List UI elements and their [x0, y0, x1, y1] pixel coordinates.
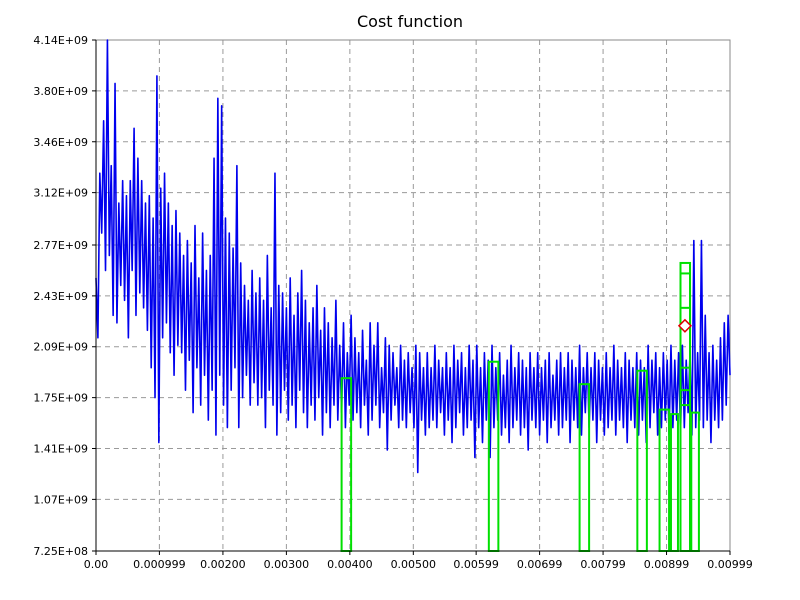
x-tick-labels: 0.00 0.000999 0.00200 0.00300 0.00400 0.00500… — [84, 558, 753, 571]
y-tick-label: 1.07E+09 — [33, 493, 88, 506]
y-tick-label: 1.41E+09 — [33, 443, 88, 456]
y-tick-label: 7.25E+08 — [33, 545, 88, 558]
y-tick-labels: 7.25E+08 1.07E+09 1.41E+09 1.75E+09 2.09E+09… — [33, 34, 88, 558]
x-tick-label: 0.00599 — [453, 558, 499, 571]
y-tick-label: 3.12E+09 — [33, 187, 88, 200]
y-tick-label: 1.75E+09 — [33, 392, 88, 405]
x-tick-label: 0.00500 — [391, 558, 437, 571]
highlight-bar — [660, 410, 670, 551]
y-tick-label: 2.43E+09 — [33, 290, 88, 303]
x-tick-label: 0.00999 — [707, 558, 753, 571]
y-tick-label: 3.46E+09 — [33, 136, 88, 149]
y-tick-label: 2.09E+09 — [33, 341, 88, 354]
x-tick-label: 0.00899 — [644, 558, 690, 571]
highlight-bar — [680, 308, 690, 551]
x-tick-label: 0.00400 — [327, 558, 373, 571]
x-tick-label: 0.00699 — [517, 558, 563, 571]
x-tick-label: 0.00799 — [580, 558, 626, 571]
y-tick-label: 4.14E+09 — [33, 34, 88, 47]
x-tick-label: 0.00 — [84, 558, 109, 571]
highlight-bar — [671, 414, 678, 551]
chart-title: Cost function — [357, 12, 463, 31]
x-tick-label: 0.00200 — [200, 558, 246, 571]
y-tick-label: 2.77E+09 — [33, 239, 88, 252]
highlight-bar — [680, 405, 690, 551]
y-tick-label: 3.80E+09 — [33, 85, 88, 98]
x-tick-label: 0.000999 — [133, 558, 186, 571]
x-tick-label: 0.00300 — [264, 558, 310, 571]
